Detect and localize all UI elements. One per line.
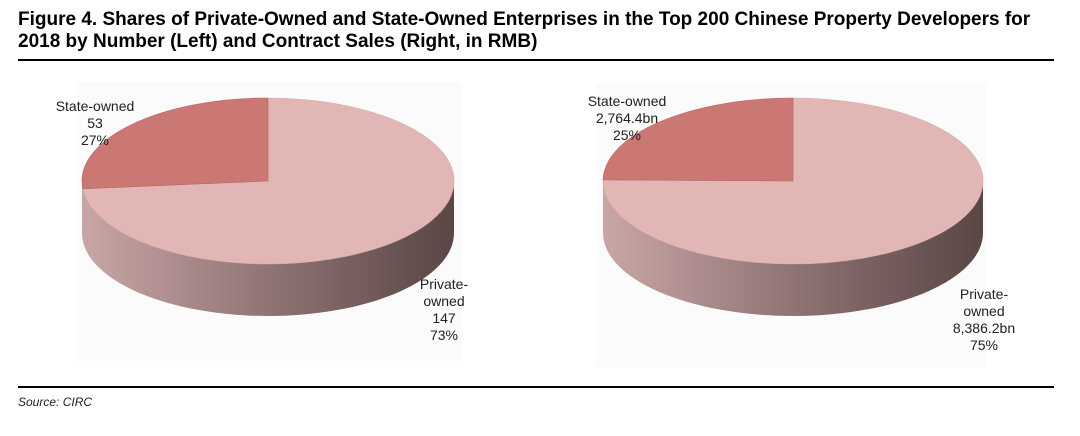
label-state-value: 2,764.4bn xyxy=(595,110,659,126)
label-state-owned-left: State-owned 53 27% xyxy=(50,98,140,149)
label-state-percent: 27% xyxy=(80,132,110,148)
label-state-value: 53 xyxy=(87,115,103,131)
chart-panel-right: State-owned 2,764.4bn 25% Private- owned… xyxy=(588,83,1015,367)
pie-side-wall xyxy=(603,181,983,316)
label-private-name-line1: Private- xyxy=(959,286,1009,302)
label-private-value: 8,386.2bn xyxy=(952,320,1016,336)
label-private-name-line1: Private- xyxy=(419,276,469,292)
bottom-rule xyxy=(18,386,1054,388)
label-private-value: 147 xyxy=(432,310,456,326)
pie-slice-state-owned xyxy=(81,97,269,190)
label-private-owned-left: Private- owned 147 73% xyxy=(414,276,474,344)
label-private-percent: 75% xyxy=(969,337,999,353)
label-private-name-line2: owned xyxy=(423,293,465,309)
chart-panel-left: State-owned 53 27% Private- owned 147 73… xyxy=(56,82,468,361)
pie-chart-left xyxy=(81,97,455,316)
label-private-percent: 73% xyxy=(429,327,459,343)
pie-slice-state-owned xyxy=(602,97,794,182)
pie-slice-private-owned xyxy=(82,97,455,265)
pie-chart-right xyxy=(602,97,984,316)
label-state-percent: 25% xyxy=(612,127,642,143)
label-state-name: State-owned xyxy=(55,98,135,114)
label-state-owned-right: State-owned 2,764.4bn 25% xyxy=(582,93,672,144)
pie-side-wall xyxy=(82,181,454,316)
label-private-owned-right: Private- owned 8,386.2bn 75% xyxy=(944,286,1024,354)
figure-title: Figure 4. Shares of Private-Owned and St… xyxy=(18,9,1031,52)
source-note: Source: CIRC xyxy=(18,395,93,409)
pie-slice-private-owned xyxy=(602,97,984,265)
top-rule xyxy=(18,59,1054,61)
label-private-name-line2: owned xyxy=(963,303,1005,319)
label-state-name: State-owned xyxy=(587,93,667,109)
